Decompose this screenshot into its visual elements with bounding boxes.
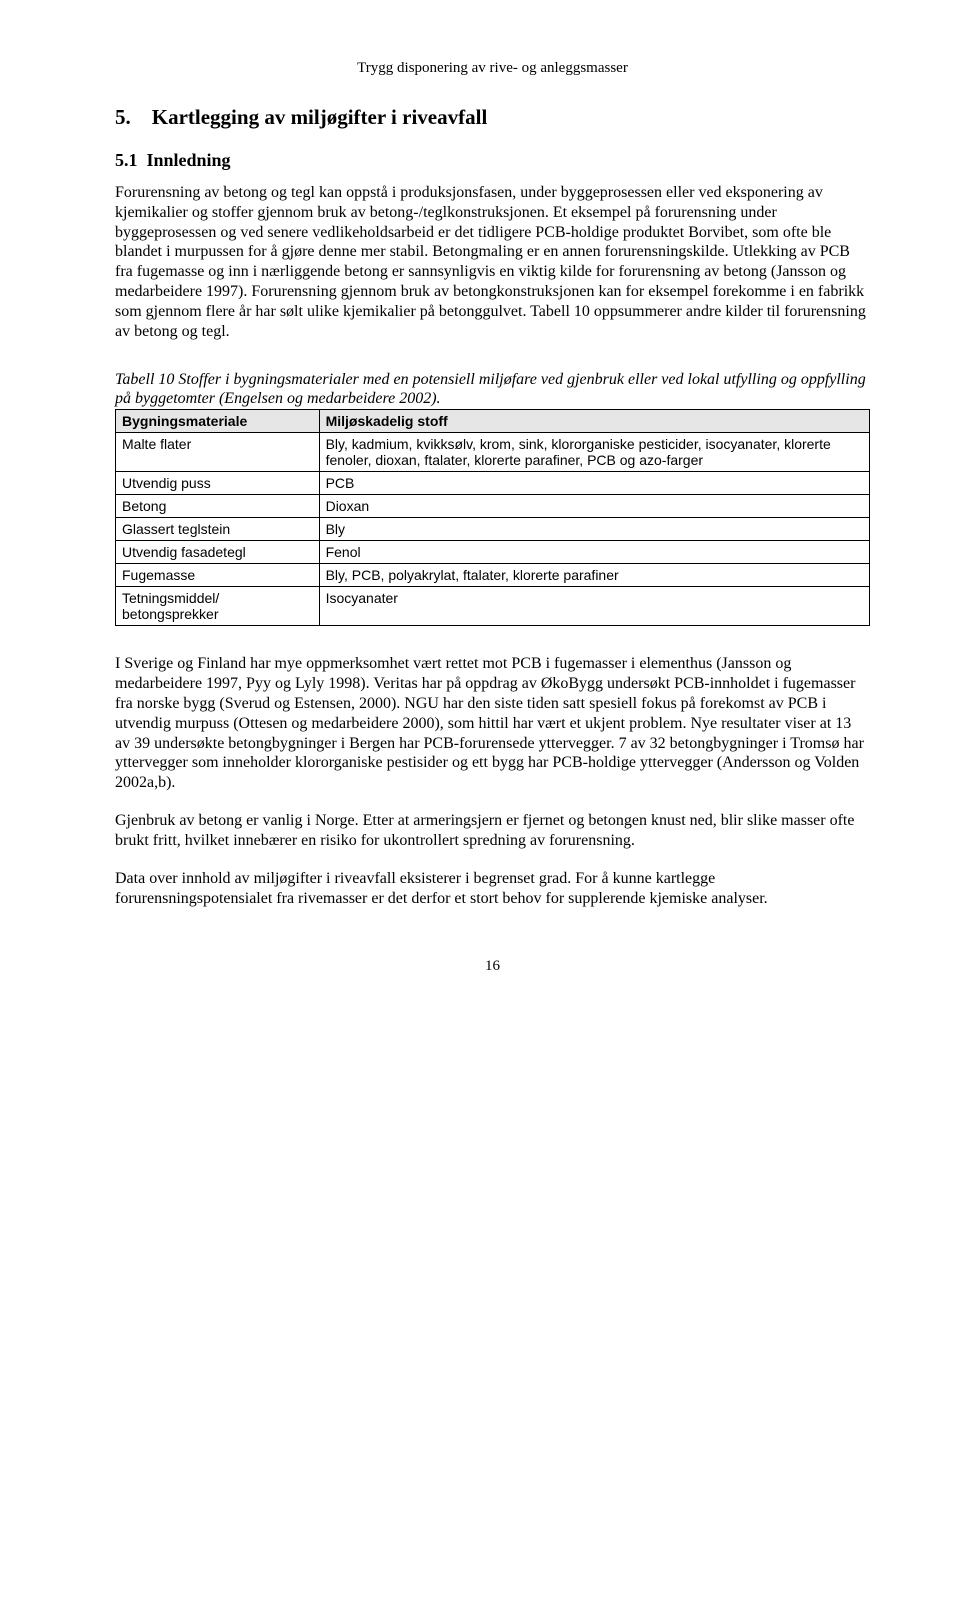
paragraph-1: Forurensning av betong og tegl kan oppst…	[115, 183, 870, 342]
table-cell: Glassert teglstein	[116, 518, 320, 541]
table-row: Malte flater Bly, kadmium, kvikksølv, kr…	[116, 433, 870, 472]
table-caption: Tabell 10 Stoffer i bygningsmaterialer m…	[115, 370, 870, 410]
table-cell: Bly	[319, 518, 869, 541]
table-cell: Malte flater	[116, 433, 320, 472]
table-cell: Tetningsmiddel/ betongsprekker	[116, 587, 320, 626]
table-row: Tetningsmiddel/ betongsprekker Isocyanat…	[116, 587, 870, 626]
running-header: Trygg disponering av rive- og anleggsmas…	[115, 60, 870, 77]
table-cell: Betong	[116, 495, 320, 518]
table-cell: PCB	[319, 472, 869, 495]
paragraph-3: Gjenbruk av betong er vanlig i Norge. Et…	[115, 811, 870, 851]
table-row: Glassert teglstein Bly	[116, 518, 870, 541]
table-header-row: Bygningsmateriale Miljøskadelig stoff	[116, 410, 870, 433]
paragraph-4: Data over innhold av miljøgifter i rivea…	[115, 869, 870, 909]
table-cell: Dioxan	[319, 495, 869, 518]
subsection-number: 5.1	[115, 150, 138, 170]
table-cell: Utvendig fasadetegl	[116, 541, 320, 564]
table-cell: Fenol	[319, 541, 869, 564]
table-cell: Utvendig puss	[116, 472, 320, 495]
table-header-cell: Bygningsmateriale	[116, 410, 320, 433]
table-cell: Bly, PCB, polyakrylat, ftalater, klorert…	[319, 564, 869, 587]
table-row: Utvendig fasadetegl Fenol	[116, 541, 870, 564]
table-row: Fugemasse Bly, PCB, polyakrylat, ftalate…	[116, 564, 870, 587]
page-container: Trygg disponering av rive- og anleggsmas…	[0, 0, 960, 1015]
page-number: 16	[115, 958, 870, 975]
table-cell: Isocyanater	[319, 587, 869, 626]
section-title: Kartlegging av miljøgifter i riveavfall	[152, 105, 488, 129]
table-row: Betong Dioxan	[116, 495, 870, 518]
section-number: 5.	[115, 105, 131, 129]
subsection-title: Innledning	[147, 150, 231, 170]
table-cell: Fugemasse	[116, 564, 320, 587]
table-row: Utvendig puss PCB	[116, 472, 870, 495]
section-heading: 5. Kartlegging av miljøgifter i riveavfa…	[115, 105, 870, 130]
table-cell: Bly, kadmium, kvikksølv, krom, sink, klo…	[319, 433, 869, 472]
table-header-cell: Miljøskadelig stoff	[319, 410, 869, 433]
paragraph-2: I Sverige og Finland har mye oppmerksomh…	[115, 654, 870, 793]
subsection-heading: 5.1 Innledning	[115, 150, 870, 171]
materials-table: Bygningsmateriale Miljøskadelig stoff Ma…	[115, 409, 870, 626]
